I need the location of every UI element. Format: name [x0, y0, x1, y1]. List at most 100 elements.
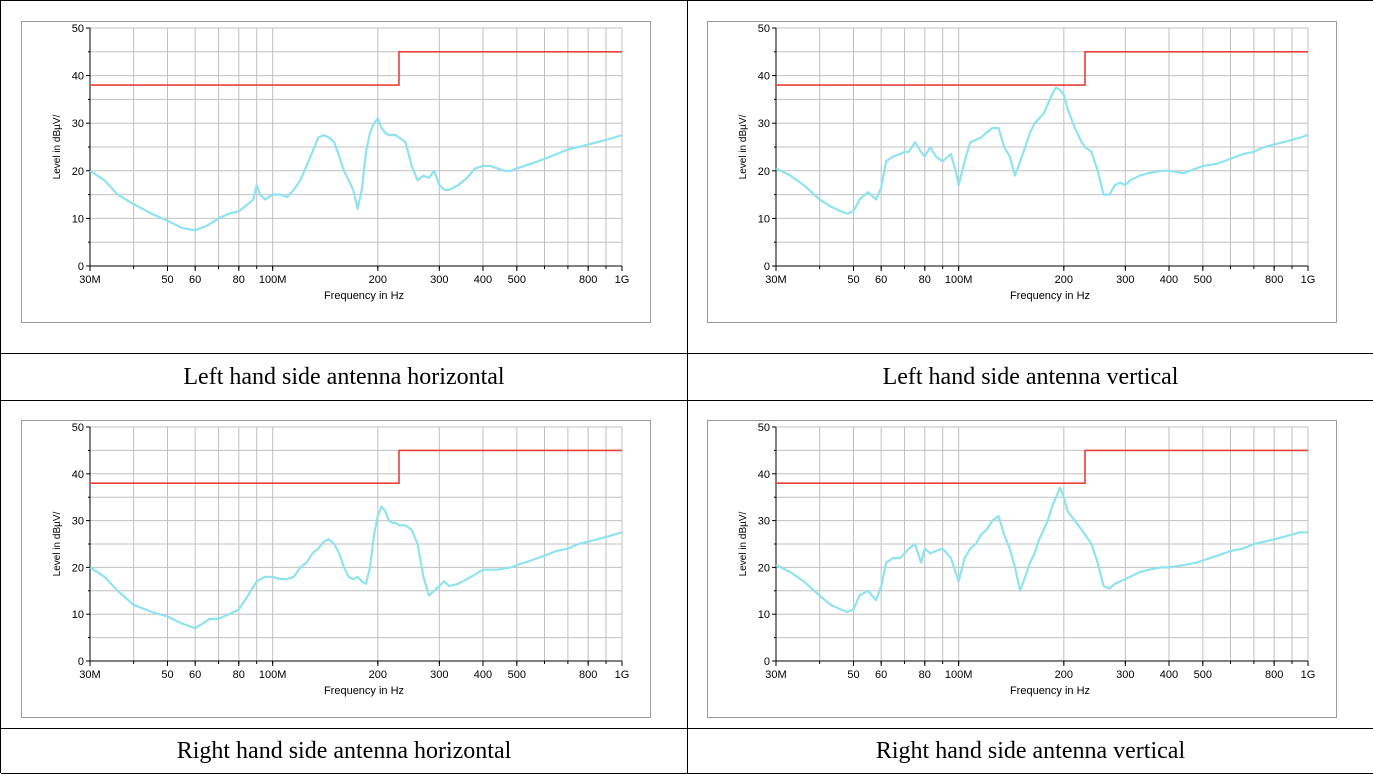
x-tick-label: 400 [1160, 274, 1178, 286]
caption-cell-2: Left hand side antenna vertical [688, 354, 1373, 401]
chart-cell-3: 0 10 20 30 40 50 30M 50 60 80 100M 200 300 400 500 800 1… [1, 401, 688, 729]
x-tick-label: 500 [508, 669, 526, 681]
caption-cell-1: Left hand side antenna horizontal [1, 354, 688, 401]
y-axis-label: Level in dBµV/ [52, 511, 63, 576]
y-tick-label: 10 [72, 609, 84, 621]
x-tick-label: 500 [508, 274, 526, 286]
caption-cell-3: Right hand side antenna horizontal [1, 729, 688, 774]
x-tick-label: 100M [945, 274, 973, 286]
x-tick-label: 800 [579, 669, 597, 681]
x-tick-label: 300 [430, 274, 448, 286]
y-tick-label: 20 [758, 166, 770, 178]
x-tick-label: 60 [875, 669, 887, 681]
chart-4: 0 10 20 30 40 50 30M 50 60 80 100M 200 300 400 500 800 1… [738, 422, 1316, 697]
limit-line [90, 449, 622, 485]
x-tick-label: 30M [765, 274, 786, 286]
x-tick-label: 80 [919, 669, 931, 681]
x-tick-label: 50 [161, 274, 173, 286]
x-tick-label: 1G [615, 274, 630, 286]
x-tick-label: 800 [1265, 274, 1283, 286]
y-tick-label: 30 [72, 516, 84, 528]
chart-cell-1: 0 10 20 30 40 50 30M 50 60 80 100M 200 300 400 500 800 1… [1, 1, 688, 354]
measurement-trace [775, 86, 1309, 215]
y-tick-label: 10 [758, 609, 770, 621]
x-tick-label: 100M [259, 669, 287, 681]
x-tick-label: 80 [233, 274, 245, 286]
y-tick-label: 30 [758, 516, 770, 528]
y-tick-label: 10 [758, 213, 770, 225]
x-tick-label: 400 [474, 274, 492, 286]
x-tick-label: 100M [945, 669, 973, 681]
y-axis-label: Level in dBµV/ [738, 114, 749, 179]
x-tick-label: 50 [847, 274, 859, 286]
measurement-trace [775, 486, 1308, 613]
y-tick-label: 0 [764, 656, 770, 668]
x-tick-label: 100M [259, 274, 287, 286]
y-tick-label: 40 [72, 469, 84, 481]
y-tick-label: 40 [758, 71, 770, 83]
limit-line [90, 50, 622, 86]
y-tick-label: 50 [72, 23, 84, 35]
y-tick-label: 50 [72, 422, 84, 434]
y-tick-label: 40 [72, 71, 84, 83]
chart-cell-2: 0 10 20 30 40 50 30M 50 60 80 100M 200 300 400 500 800 1… [688, 1, 1373, 354]
y-tick-label: 30 [72, 118, 84, 130]
y-tick-label: 0 [78, 261, 84, 273]
x-tick-label: 60 [189, 274, 201, 286]
y-axis-label: Level in dBµV/ [52, 114, 63, 179]
caption-cell-4: Right hand side antenna vertical [688, 729, 1373, 774]
x-tick-label: 30M [79, 669, 100, 681]
chart-caption: Right hand side antenna vertical [875, 737, 1186, 764]
chart-cell-4: 0 10 20 30 40 50 30M 50 60 80 100M 200 300 400 500 800 1… [688, 401, 1373, 729]
x-tick-label: 300 [1116, 274, 1134, 286]
x-tick-label: 300 [1116, 669, 1134, 681]
chart-caption: Right hand side antenna horizontal [176, 737, 512, 764]
x-tick-label: 800 [1265, 669, 1283, 681]
x-tick-label: 200 [369, 274, 387, 286]
x-axis-label: Frequency in Hz [1010, 685, 1090, 697]
chart-caption: Left hand side antenna vertical [882, 363, 1179, 390]
limit-line [776, 50, 1308, 86]
x-tick-label: 30M [765, 669, 786, 681]
x-tick-label: 50 [847, 669, 859, 681]
y-tick-label: 0 [78, 656, 84, 668]
y-tick-label: 40 [758, 469, 770, 481]
x-tick-label: 500 [1194, 274, 1212, 286]
y-axis-label: Level in dBµV/ [738, 511, 749, 576]
x-tick-label: 800 [579, 274, 597, 286]
y-tick-label: 30 [758, 118, 770, 130]
x-axis-label: Frequency in Hz [324, 290, 404, 302]
y-tick-label: 50 [758, 422, 770, 434]
x-tick-label: 200 [1055, 274, 1073, 286]
x-tick-label: 400 [1160, 669, 1178, 681]
y-tick-label: 20 [758, 562, 770, 574]
measurement-trace [89, 117, 623, 232]
x-tick-label: 60 [189, 669, 201, 681]
limit-line [776, 449, 1308, 485]
x-tick-label: 200 [369, 669, 387, 681]
x-tick-label: 80 [233, 669, 245, 681]
y-tick-label: 20 [72, 562, 84, 574]
chart-1: 0 10 20 30 40 50 30M 50 60 80 100M 200 300 400 500 800 1… [52, 23, 630, 302]
x-axis-label: Frequency in Hz [324, 685, 404, 697]
x-tick-label: 30M [79, 274, 100, 286]
x-tick-label: 80 [919, 274, 931, 286]
x-tick-label: 1G [1301, 669, 1316, 681]
x-tick-label: 200 [1055, 669, 1073, 681]
x-tick-label: 60 [875, 274, 887, 286]
x-tick-label: 300 [430, 669, 448, 681]
x-tick-label: 400 [474, 669, 492, 681]
y-tick-label: 50 [758, 23, 770, 35]
chart-frame-3: 0 10 20 30 40 50 30M 50 60 80 100M 200 300 400 500 800 1… [21, 420, 651, 718]
x-tick-label: 500 [1194, 669, 1212, 681]
chart-frame-2: 0 10 20 30 40 50 30M 50 60 80 100M 200 300 400 500 800 1… [707, 21, 1337, 323]
y-tick-label: 20 [72, 166, 84, 178]
x-axis-label: Frequency in Hz [1010, 290, 1090, 302]
y-tick-label: 10 [72, 213, 84, 225]
x-tick-label: 1G [615, 669, 630, 681]
chart-2: 0 10 20 30 40 50 30M 50 60 80 100M 200 300 400 500 800 1… [738, 23, 1315, 302]
chart-frame-4: 0 10 20 30 40 50 30M 50 60 80 100M 200 300 400 500 800 1… [707, 420, 1337, 718]
measurement-trace [89, 505, 623, 630]
chart-3: 0 10 20 30 40 50 30M 50 60 80 100M 200 300 400 500 800 1… [52, 422, 630, 697]
